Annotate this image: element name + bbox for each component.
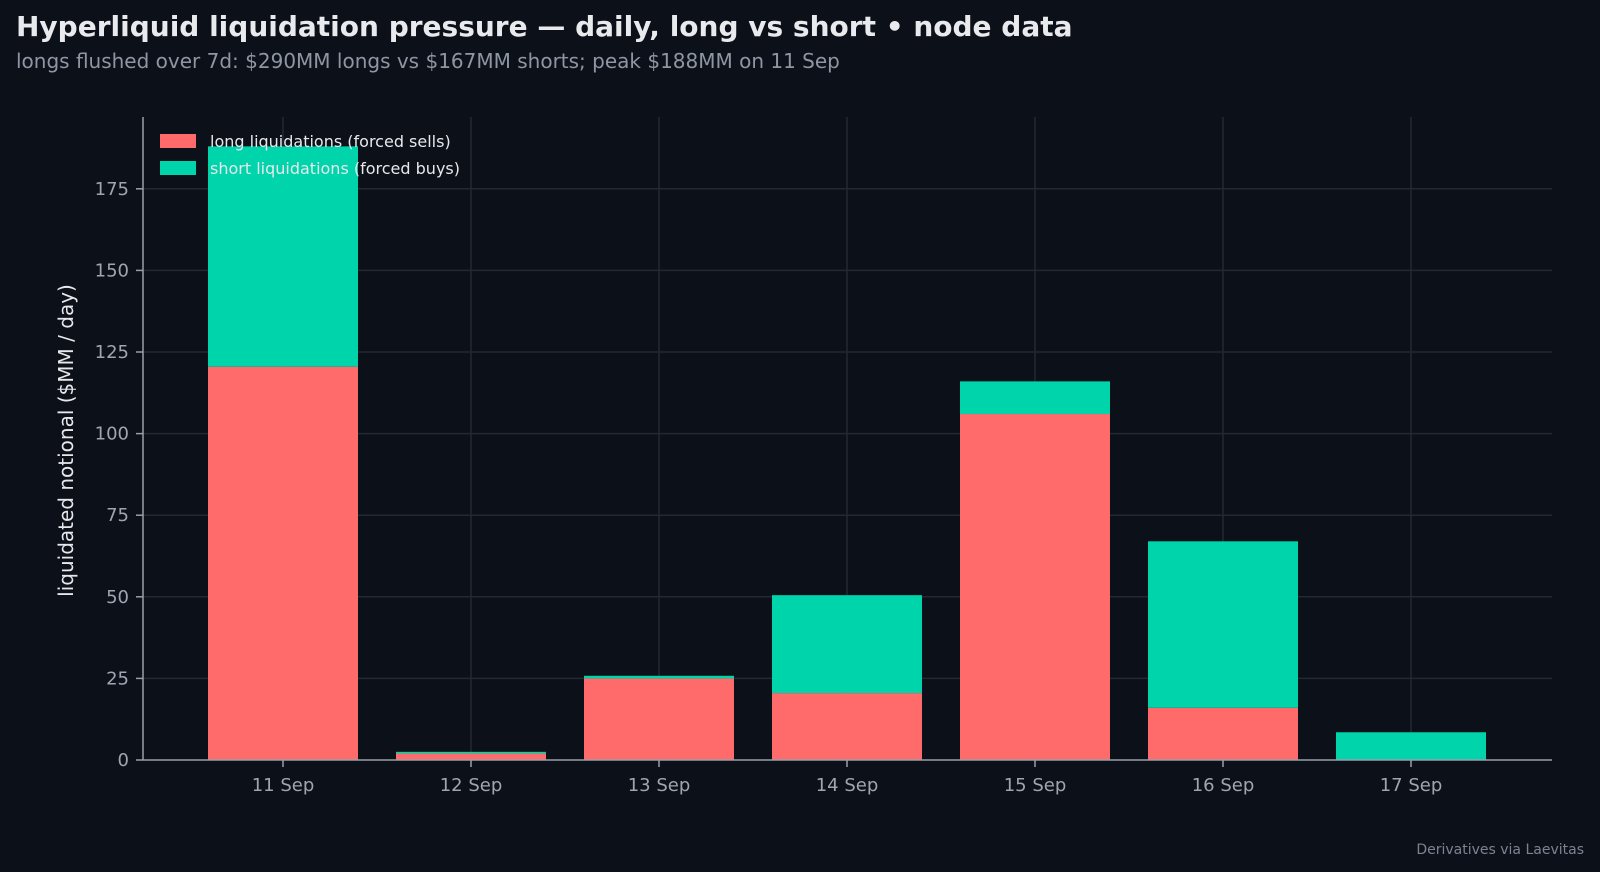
bars-layer <box>208 146 1486 760</box>
bar-short-17-sep <box>1336 732 1486 760</box>
bar-long-14-sep <box>772 693 922 760</box>
x-tick-label: 12 Sep <box>440 775 503 796</box>
y-tick-label: 125 <box>95 342 129 363</box>
legend-swatch-short <box>160 161 196 175</box>
bar-long-13-sep <box>584 678 734 760</box>
chart-title: Hyperliquid liquidation pressure — daily… <box>16 10 1073 43</box>
x-tick-label: 13 Sep <box>628 775 691 796</box>
x-tick-label: 14 Sep <box>816 775 879 796</box>
source-credit: Derivatives via Laevitas <box>1416 842 1584 858</box>
legend-label-long: long liquidations (forced sells) <box>210 132 451 151</box>
y-tick-label: 100 <box>95 424 129 445</box>
bar-long-15-sep <box>960 414 1110 760</box>
x-tick-label: 17 Sep <box>1380 775 1443 796</box>
bar-short-14-sep <box>772 595 922 694</box>
bar-short-16-sep <box>1148 541 1298 708</box>
bar-short-11-sep <box>208 146 358 367</box>
chart-subtitle: longs flushed over 7d: $290MM longs vs $… <box>16 49 840 73</box>
y-tick-label: 25 <box>106 668 129 689</box>
y-tick-label: 150 <box>95 260 129 281</box>
y-tick-label: 0 <box>118 750 129 771</box>
bar-short-13-sep <box>584 675 734 679</box>
y-axis-title: liquidated notional ($MM / day) <box>54 284 78 597</box>
bar-long-11-sep <box>208 366 358 760</box>
bar-long-12-sep <box>396 753 546 760</box>
chart-legend: long liquidations (forced sells) short li… <box>160 132 460 178</box>
x-tick-label: 15 Sep <box>1004 775 1067 796</box>
y-tick-label: 175 <box>95 179 129 200</box>
x-tick-label: 11 Sep <box>252 775 315 796</box>
legend-swatch-long <box>160 134 196 148</box>
legend-label-short: short liquidations (forced buys) <box>210 159 460 178</box>
bar-long-16-sep <box>1148 707 1298 760</box>
y-tick-label: 75 <box>106 505 129 526</box>
bar-short-12-sep <box>396 751 546 754</box>
ticks-layer: 0 25 50 75 100 125 150 175 11 Sep 12 Sep 13 Sep 14 … <box>95 179 1443 796</box>
bar-short-15-sep <box>960 381 1110 415</box>
y-tick-label: 50 <box>106 587 129 608</box>
x-tick-label: 16 Sep <box>1192 775 1255 796</box>
